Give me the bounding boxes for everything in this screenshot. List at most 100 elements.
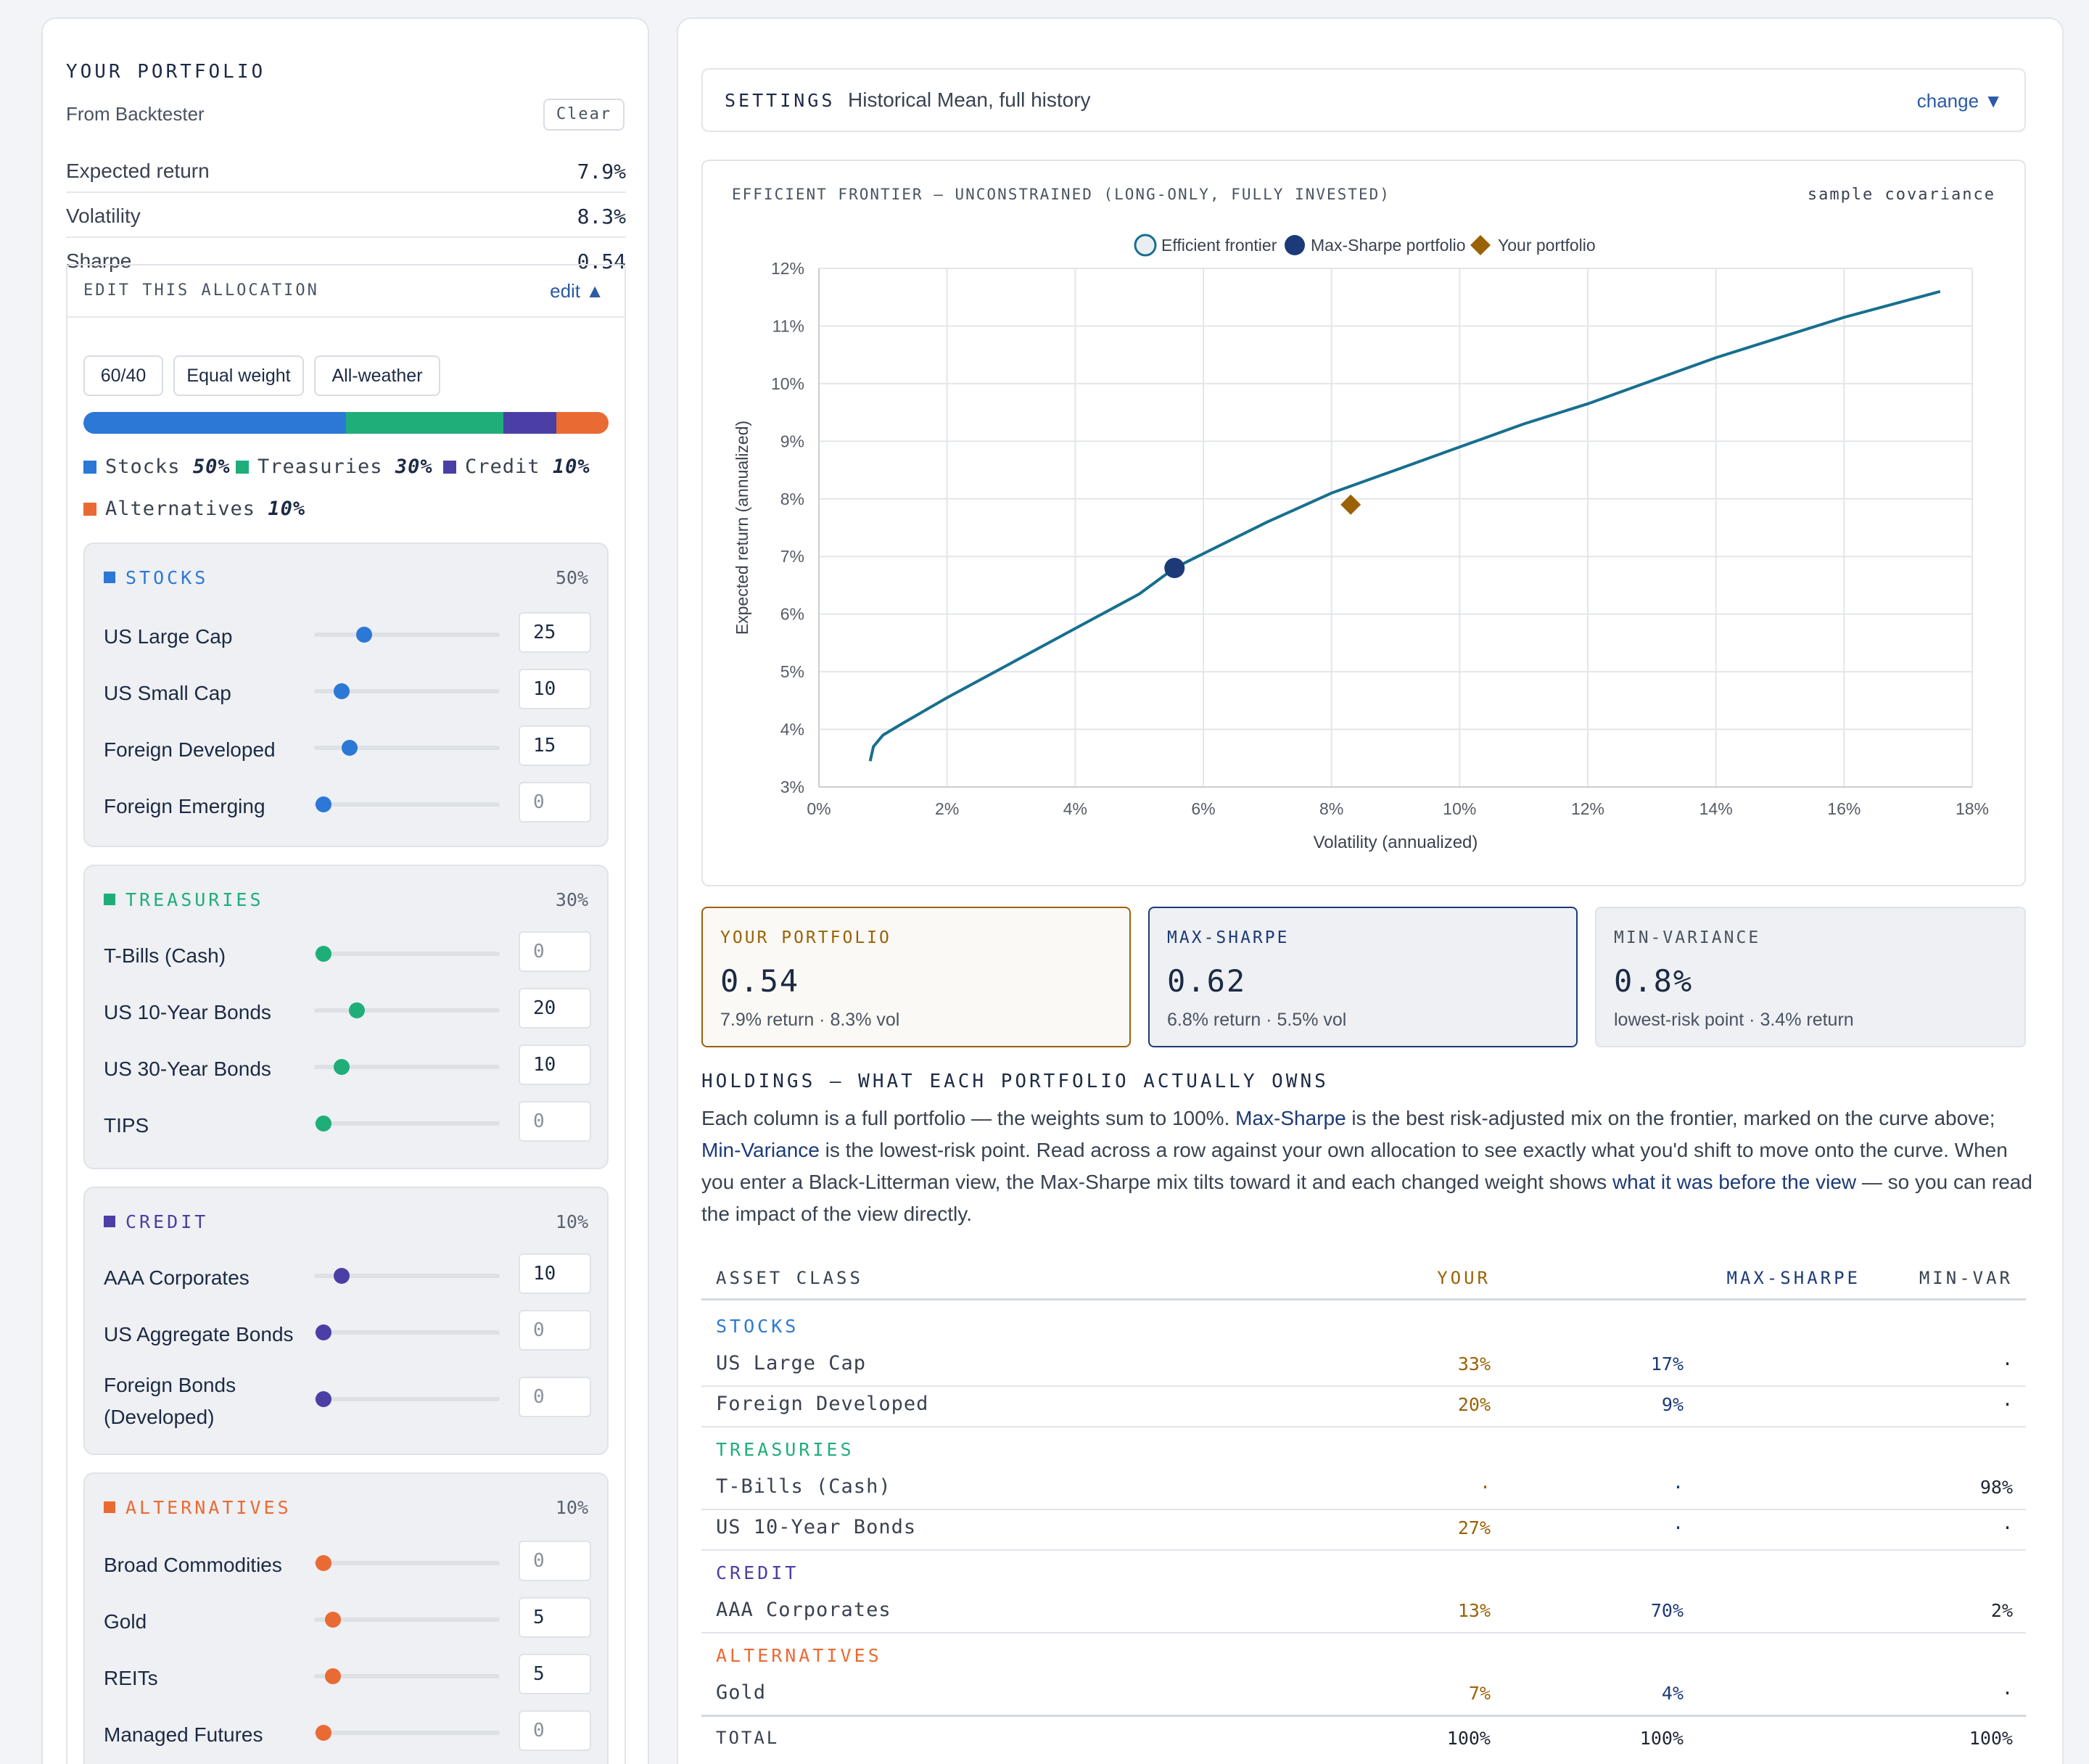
metric-value: 7.9% [577, 160, 626, 184]
group-header: CREDIT [104, 1211, 208, 1232]
edit-allocation-box: EDIT THIS ALLOCATION edit ▲ 60/40 Equal … [66, 264, 626, 1764]
legend-your-marker [1470, 235, 1491, 255]
edit-allocation-header[interactable]: EDIT THIS ALLOCATION edit ▲ [67, 265, 625, 318]
col-asset-class: ASSET CLASS [716, 1268, 863, 1288]
y-tick-label: 5% [780, 662, 804, 681]
edit-allocation-title: EDIT THIS ALLOCATION [83, 281, 319, 300]
legend-your-label: Your portfolio [1498, 236, 1596, 255]
cell-min: 98% [1979, 1477, 2013, 1498]
slider-handle[interactable] [315, 1116, 331, 1132]
slider-handle[interactable] [334, 1268, 350, 1284]
asset-row-t-bills: T-Bills (Cash) 0 [104, 931, 597, 975]
weight-input[interactable]: 0 [519, 1101, 591, 1142]
metric-label: Volatility [66, 205, 141, 227]
slider-handle[interactable] [341, 740, 358, 756]
asset-name: US Large Cap [104, 625, 233, 648]
y-tick-label: 8% [780, 490, 804, 508]
row-divider [701, 1549, 2026, 1551]
slider-handle[interactable] [315, 1391, 331, 1407]
cell-min: · [2001, 1683, 2013, 1704]
metric-value: 0.54 [577, 250, 626, 273]
weight-slider[interactable] [314, 1324, 500, 1340]
weight-input[interactable]: 0 [519, 1541, 591, 1581]
chart-subtitle: sample covariance [1807, 186, 1995, 204]
weight-slider[interactable] [314, 1668, 500, 1684]
weight-slider[interactable] [314, 1116, 500, 1132]
preset-all-weather[interactable]: All-weather [314, 355, 440, 396]
asset-name: Foreign Bonds (Developed) [104, 1374, 236, 1428]
weight-input[interactable]: 10 [519, 1253, 591, 1294]
y-tick-label: 4% [780, 720, 804, 739]
x-tick-label: 4% [1063, 799, 1087, 818]
weight-slider[interactable] [314, 1612, 500, 1628]
table-group-stocks: STOCKS [716, 1316, 799, 1337]
weight-input[interactable]: 15 [519, 725, 591, 766]
weight-input[interactable]: 0 [519, 1377, 591, 1417]
slider-handle[interactable] [315, 1555, 331, 1571]
weight-input[interactable]: 10 [519, 1044, 591, 1085]
legend-frontier-marker [1134, 234, 1157, 257]
weight-slider[interactable] [314, 796, 500, 812]
y-axis-label: Expected return (annualized) [733, 421, 751, 635]
row-divider [701, 1632, 2026, 1633]
slider-handle[interactable] [315, 796, 331, 812]
asset-row-tips: TIPS 0 [104, 1101, 597, 1145]
weight-slider[interactable] [314, 1059, 500, 1075]
slider-handle[interactable] [334, 1059, 350, 1075]
preset-60-40[interactable]: 60/40 [83, 355, 163, 396]
weight-slider[interactable] [314, 683, 500, 699]
weight-slider[interactable] [314, 1268, 500, 1284]
slider-handle[interactable] [356, 627, 373, 643]
clear-button[interactable]: Clear [543, 99, 625, 131]
asset-name: Foreign Emerging [104, 795, 265, 817]
weight-input[interactable]: 0 [519, 782, 591, 823]
edit-toggle[interactable]: edit ▲ [550, 280, 604, 302]
legend-max-sharpe-label: Max-Sharpe portfolio [1311, 236, 1466, 255]
x-tick-label: 18% [1956, 799, 1989, 818]
weight-input[interactable]: 25 [519, 612, 591, 653]
weight-slider[interactable] [314, 946, 500, 962]
weight-slider[interactable] [314, 1725, 500, 1741]
weight-input[interactable]: 5 [519, 1654, 591, 1694]
slider-handle[interactable] [315, 1324, 331, 1340]
allocation-segment-credit [503, 412, 556, 434]
slider-handle[interactable] [324, 1668, 341, 1684]
y-tick-label: 3% [780, 778, 804, 796]
legend-pct: 50% [192, 456, 231, 478]
weight-input[interactable]: 0 [519, 1710, 591, 1751]
group-header: ALTERNATIVES [104, 1497, 292, 1518]
slider-handle[interactable] [315, 1725, 331, 1741]
weight-input[interactable]: 0 [519, 931, 591, 972]
weight-input[interactable]: 10 [519, 669, 591, 709]
group-header: STOCKS [104, 567, 208, 588]
slider-handle[interactable] [334, 683, 350, 699]
legend-credit: Credit 10% [443, 456, 590, 478]
weight-slider[interactable] [314, 1002, 500, 1018]
asset-name: T-Bills (Cash) [104, 944, 226, 967]
weight-input[interactable]: 20 [519, 988, 591, 1029]
total-max: 100% [1639, 1728, 1684, 1749]
weight-slider[interactable] [314, 1391, 500, 1407]
weight-slider[interactable] [314, 627, 500, 643]
weight-input[interactable]: 0 [519, 1310, 591, 1351]
stat-label: MIN-VARIANCE [1614, 928, 1761, 947]
legend-pct: 30% [395, 456, 433, 478]
legend-stocks: Stocks 50% [83, 456, 231, 478]
weight-slider[interactable] [314, 740, 500, 756]
slider-handle[interactable] [348, 1002, 365, 1018]
cell-max: 17% [1650, 1353, 1684, 1374]
metric-expected-return: Expected return 7.9% [66, 149, 626, 193]
portfolio-panel: YOUR PORTFOLIO From Backtester Clear Exp… [41, 17, 649, 1764]
stat-sub: 6.8% return · 5.5% vol [1167, 1010, 1347, 1030]
cell-your: 7% [1468, 1683, 1491, 1704]
group-header: TREASURIES [104, 889, 264, 910]
slider-handle[interactable] [324, 1612, 341, 1628]
weight-slider[interactable] [314, 1555, 500, 1571]
stat-sub: 7.9% return · 8.3% vol [720, 1010, 900, 1030]
cell-max: 4% [1661, 1683, 1684, 1704]
weight-input[interactable]: 5 [519, 1597, 591, 1638]
cell-your: · [1479, 1477, 1491, 1498]
slider-handle[interactable] [315, 946, 331, 962]
preset-equal-weight[interactable]: Equal weight [173, 355, 304, 396]
settings-change-button[interactable]: change ▼ [1916, 90, 2003, 112]
